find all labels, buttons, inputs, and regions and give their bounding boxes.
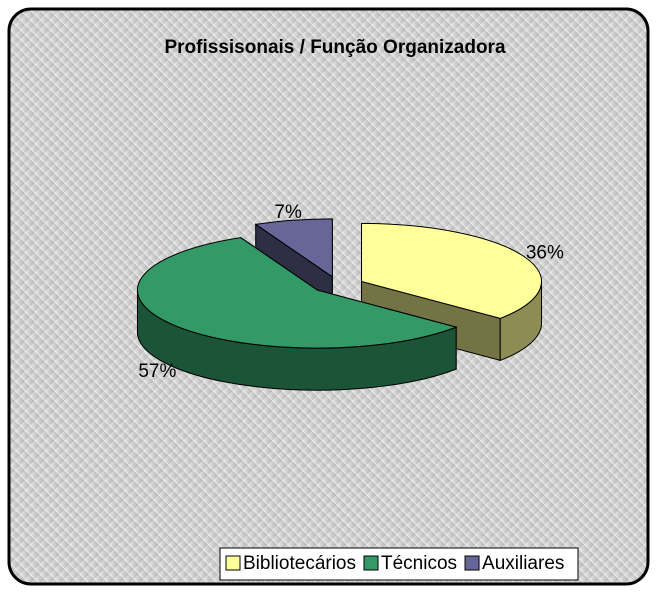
legend-swatch (464, 555, 480, 571)
data-label: 36% (526, 243, 564, 264)
legend-label: Bibliotecários (243, 553, 356, 574)
chart-title: Profissisonais / Função Organizadora (164, 37, 505, 58)
legend-swatch (363, 555, 379, 571)
legend-box (219, 547, 579, 581)
slice (361, 222, 542, 319)
slice (254, 218, 333, 278)
legend-label: Auxiliares (482, 553, 564, 574)
legend-swatch (225, 555, 241, 571)
slice (136, 237, 458, 349)
data-label: 57% (138, 361, 176, 382)
legend-label: Técnicos (381, 553, 457, 574)
data-label: 7% (274, 202, 302, 223)
